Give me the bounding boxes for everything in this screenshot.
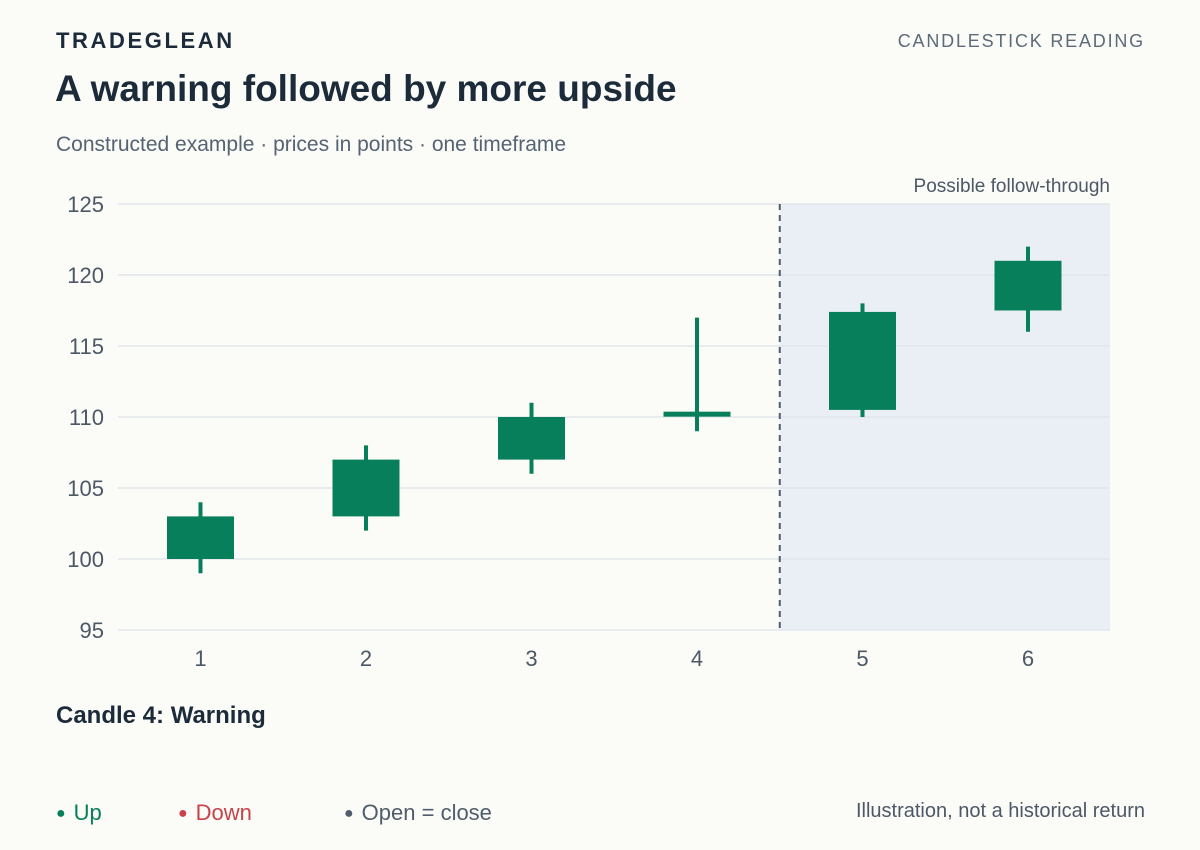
x-tick-label: 2 [360,646,372,671]
y-tick-label: 95 [80,618,104,643]
x-tick-label: 6 [1022,646,1034,671]
section-kicker: CANDLESTICK READING [897,31,1145,51]
legend-dot-down: ● [178,805,188,822]
legend-label-down: Down [195,800,252,825]
footer-note: Illustration, not a historical return [855,800,1145,822]
chart-title: A warning followed by more upside [55,68,677,109]
follow-through-label: Possible follow-through [914,176,1110,197]
x-tick-label: 3 [525,646,537,671]
candle-body [498,417,565,460]
y-tick-label: 100 [67,547,104,572]
candle-annotation: Candle 4: Warning [56,702,266,729]
candle-body [332,459,400,517]
legend-item-up: ● Up [56,800,102,826]
candle-body [829,311,896,410]
candle-body [663,411,731,417]
x-tick-label: 5 [856,646,868,671]
legend-dot-flat: ● [344,805,354,822]
candlestick-chart: Possible follow-through 95 100 105 110 115 120… [67,176,1110,671]
chart-subtitle: Constructed example · prices in points ·… [56,133,567,156]
x-tick-label: 1 [194,646,206,671]
legend-dot-up: ● [56,805,66,822]
candle-body [994,260,1062,311]
y-tick-label: 110 [69,405,104,430]
brand-logo: TRADEGLEAN [56,28,235,53]
y-tick-label: 105 [67,476,104,501]
legend-label-up: Up [73,800,102,825]
y-tick-label: 120 [67,263,104,288]
legend-item-down: ● Down [178,800,252,826]
y-tick-label: 125 [67,192,104,217]
candle-body [167,516,234,559]
y-tick-label: 115 [69,334,104,359]
legend-label-flat: Open = close [361,800,492,825]
legend-item-flat: ● Open = close [344,800,492,826]
x-tick-label: 4 [691,646,703,671]
